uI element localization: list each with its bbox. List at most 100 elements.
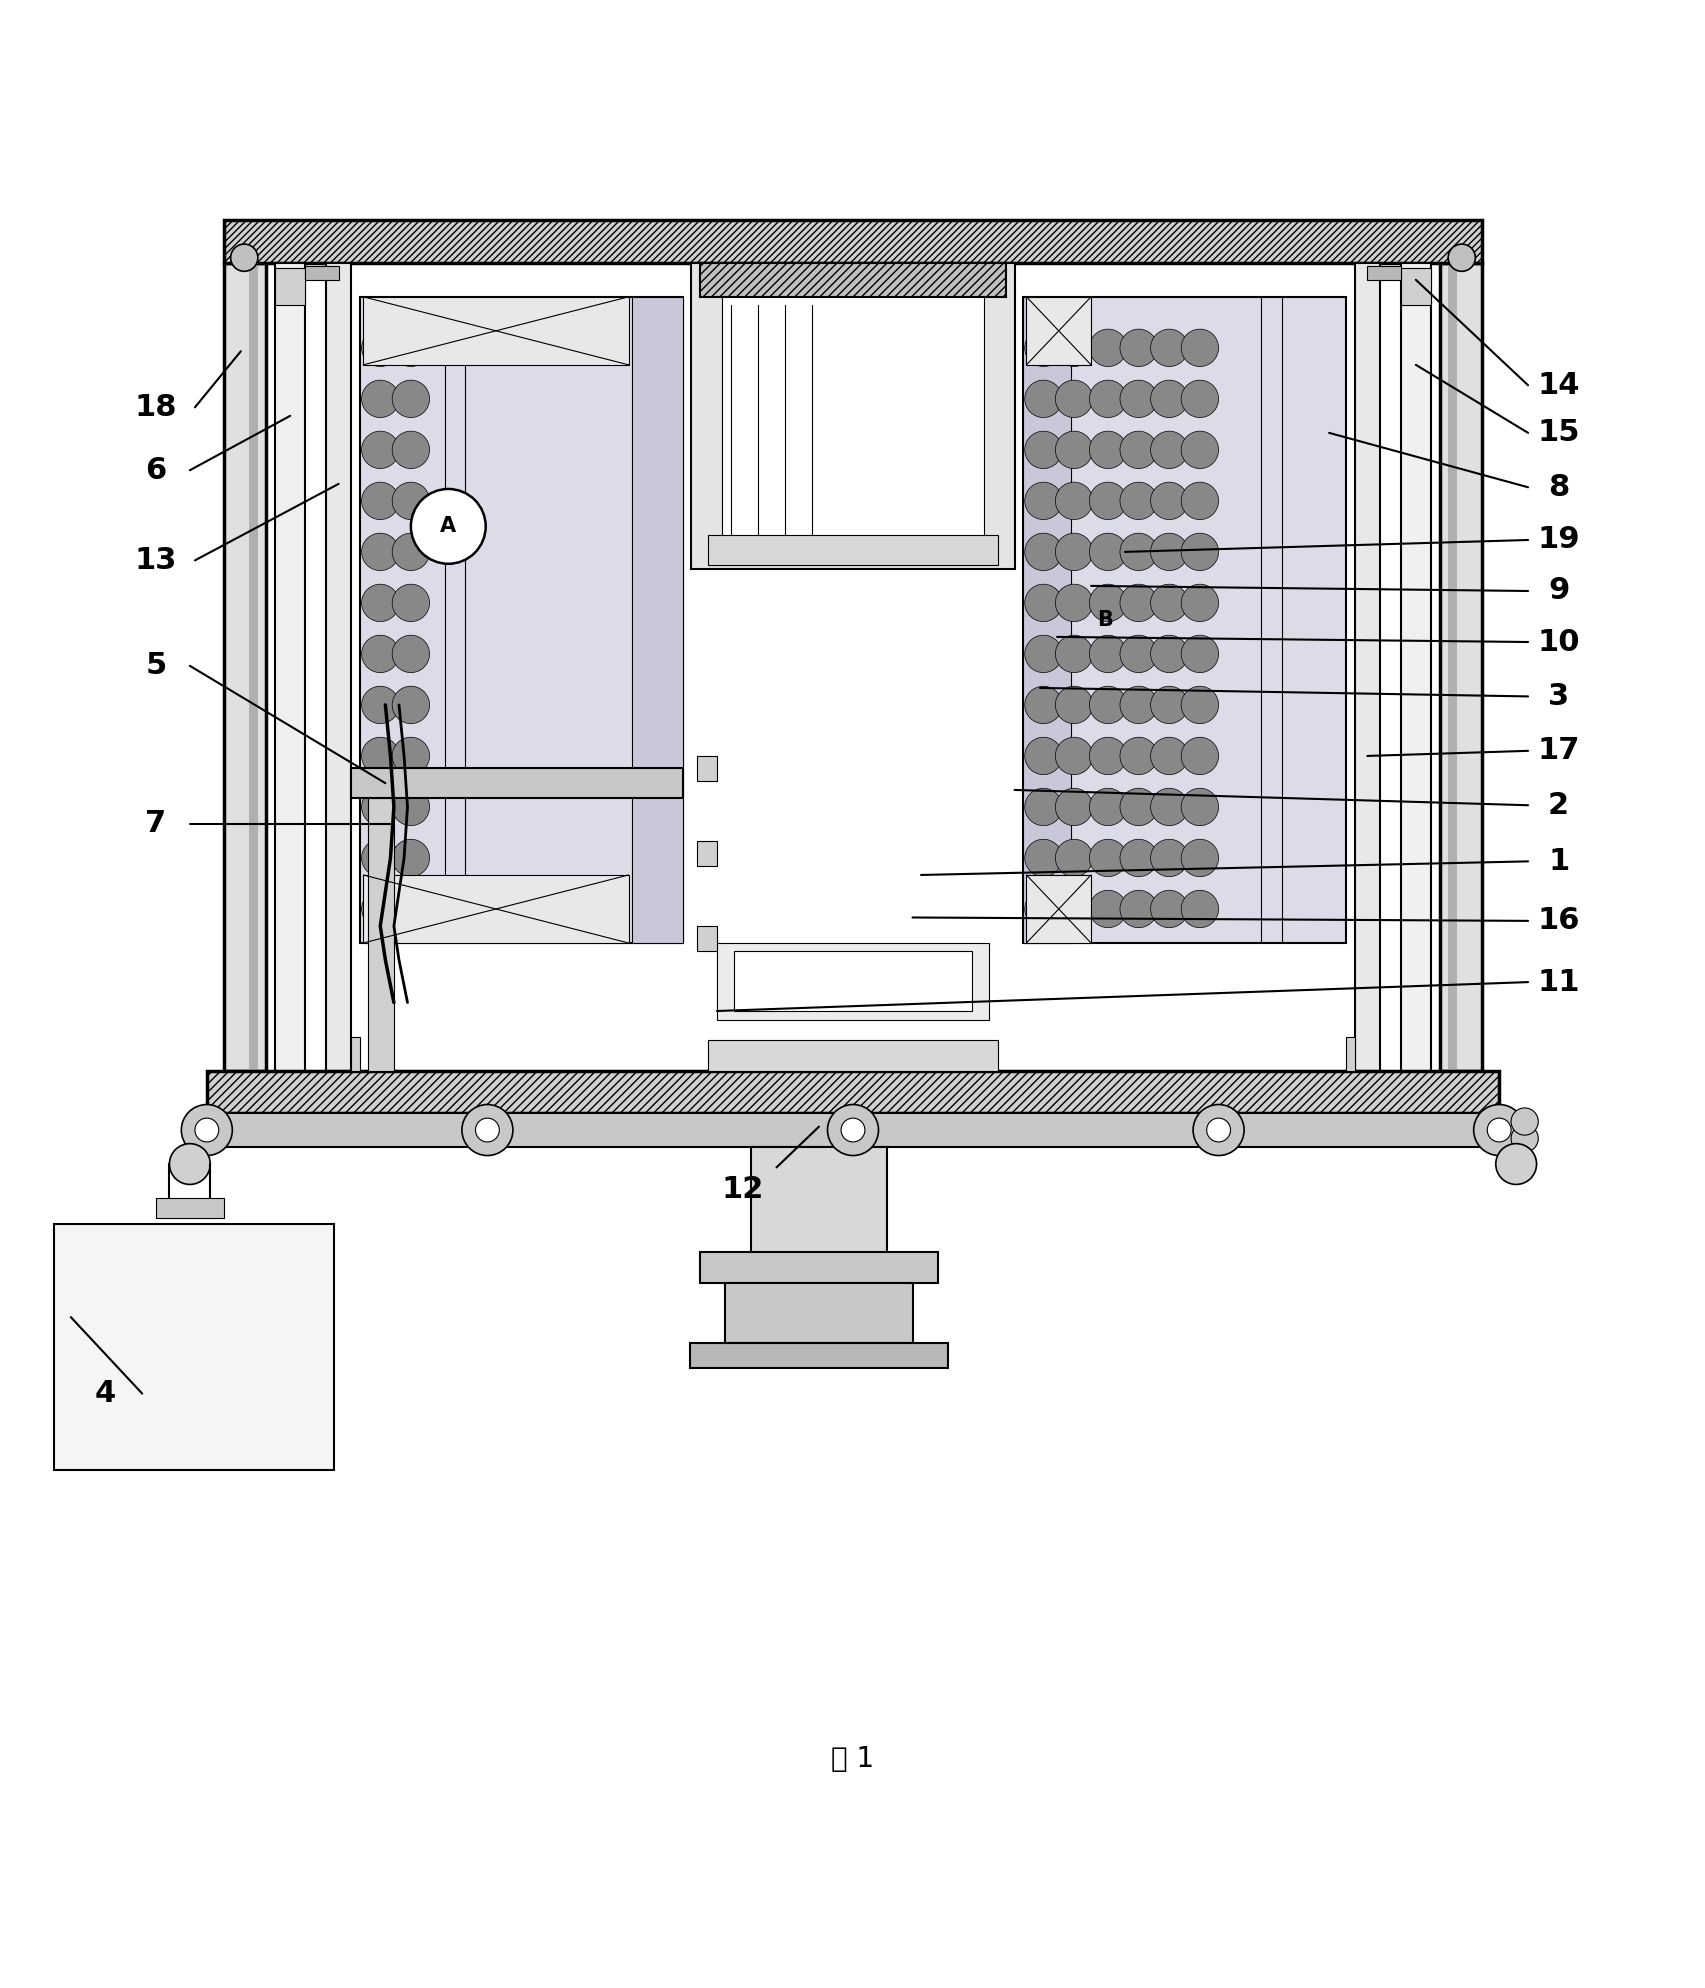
Circle shape [1025, 789, 1062, 825]
Circle shape [1055, 738, 1093, 775]
Circle shape [1089, 380, 1125, 417]
Circle shape [1089, 738, 1125, 775]
Circle shape [1025, 636, 1062, 672]
Bar [275, 268, 305, 306]
Bar [1448, 262, 1456, 1070]
Circle shape [1118, 330, 1156, 366]
Circle shape [1025, 686, 1062, 724]
Circle shape [1180, 686, 1217, 724]
Bar [326, 262, 351, 1070]
Circle shape [1149, 584, 1187, 622]
Circle shape [1180, 431, 1217, 469]
Circle shape [841, 1117, 864, 1141]
Text: 13: 13 [135, 547, 177, 575]
Bar [1439, 262, 1482, 1070]
Bar [223, 221, 1482, 262]
Circle shape [1025, 330, 1062, 366]
Circle shape [361, 380, 399, 417]
Bar [725, 1282, 912, 1342]
Circle shape [361, 483, 399, 519]
Bar [305, 266, 339, 280]
Bar [696, 926, 716, 952]
Bar [55, 1223, 334, 1469]
Bar [708, 1040, 997, 1070]
Circle shape [1149, 533, 1187, 571]
Circle shape [392, 738, 430, 775]
Circle shape [1180, 330, 1217, 366]
Bar [691, 262, 1014, 569]
Circle shape [392, 686, 430, 724]
Circle shape [361, 636, 399, 672]
Text: 19: 19 [1536, 525, 1579, 555]
Circle shape [361, 584, 399, 622]
Circle shape [1089, 686, 1125, 724]
Circle shape [1180, 636, 1217, 672]
Circle shape [1089, 330, 1125, 366]
Bar [363, 296, 627, 366]
Bar [1354, 262, 1379, 1070]
Circle shape [1055, 330, 1093, 366]
Circle shape [392, 380, 430, 417]
Circle shape [361, 533, 399, 571]
Bar [351, 1036, 360, 1070]
Circle shape [1089, 483, 1125, 519]
Bar [360, 296, 682, 942]
Circle shape [1192, 1105, 1243, 1155]
Circle shape [1511, 1125, 1538, 1153]
Bar [750, 1147, 887, 1282]
Text: 18: 18 [135, 394, 177, 421]
Circle shape [1118, 584, 1156, 622]
Bar [198, 1113, 1507, 1147]
Circle shape [411, 489, 486, 565]
Bar [696, 841, 716, 867]
Text: 17: 17 [1536, 736, 1579, 765]
Circle shape [1180, 738, 1217, 775]
Bar [1345, 1036, 1354, 1070]
Text: 1: 1 [1546, 847, 1569, 877]
Circle shape [1025, 431, 1062, 469]
Circle shape [1149, 636, 1187, 672]
Circle shape [392, 483, 430, 519]
Bar [1026, 875, 1091, 942]
Circle shape [1089, 636, 1125, 672]
Bar [689, 1342, 948, 1368]
Circle shape [1055, 789, 1093, 825]
Circle shape [1149, 330, 1187, 366]
Circle shape [1118, 891, 1156, 928]
Circle shape [169, 1143, 210, 1185]
Bar [275, 262, 305, 1070]
Text: 12: 12 [721, 1175, 764, 1205]
Circle shape [1118, 738, 1156, 775]
Circle shape [1025, 533, 1062, 571]
Circle shape [1025, 584, 1062, 622]
Circle shape [361, 839, 399, 877]
Text: 15: 15 [1536, 417, 1579, 447]
Text: 14: 14 [1536, 370, 1579, 400]
Circle shape [1180, 839, 1217, 877]
Text: B: B [1096, 610, 1112, 630]
Circle shape [361, 891, 399, 928]
Circle shape [361, 738, 399, 775]
Text: A: A [440, 517, 457, 537]
Circle shape [476, 1117, 500, 1141]
Bar [206, 1070, 1499, 1113]
Circle shape [1055, 533, 1093, 571]
Bar [699, 1252, 938, 1282]
Circle shape [1149, 839, 1187, 877]
Circle shape [1055, 380, 1093, 417]
Circle shape [392, 431, 430, 469]
Circle shape [1180, 380, 1217, 417]
Circle shape [1149, 380, 1187, 417]
Circle shape [1025, 738, 1062, 775]
Circle shape [1448, 245, 1475, 270]
Circle shape [194, 1117, 218, 1141]
Bar [249, 262, 257, 1070]
Text: 10: 10 [1536, 628, 1579, 656]
Bar [721, 288, 984, 561]
Circle shape [361, 330, 399, 366]
Bar [1400, 268, 1430, 306]
Circle shape [1118, 789, 1156, 825]
Circle shape [1511, 1107, 1538, 1135]
Bar [631, 296, 682, 942]
Circle shape [1118, 839, 1156, 877]
